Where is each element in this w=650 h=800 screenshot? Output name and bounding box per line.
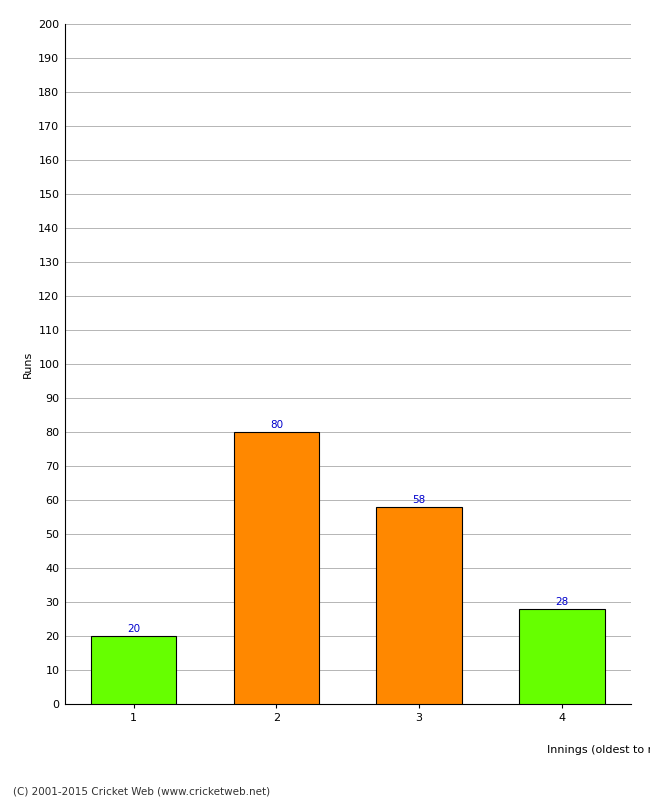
Text: 20: 20 [127, 624, 140, 634]
Bar [519, 609, 604, 704]
Y-axis label: Runs: Runs [23, 350, 32, 378]
Bar [233, 432, 319, 704]
Text: 28: 28 [555, 597, 569, 607]
Text: (C) 2001-2015 Cricket Web (www.cricketweb.net): (C) 2001-2015 Cricket Web (www.cricketwe… [13, 786, 270, 796]
X-axis label: Innings (oldest to newest): Innings (oldest to newest) [547, 745, 650, 755]
Text: 58: 58 [413, 495, 426, 505]
Bar [91, 636, 176, 704]
Text: 80: 80 [270, 420, 283, 430]
Bar [376, 507, 462, 704]
